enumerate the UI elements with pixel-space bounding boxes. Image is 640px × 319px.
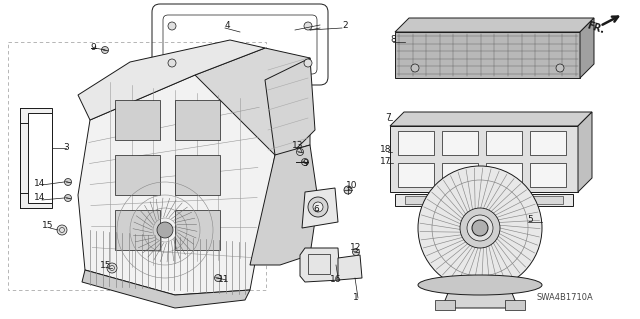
Bar [20, 108, 52, 208]
Bar [175, 155, 220, 195]
Text: 8: 8 [390, 35, 396, 44]
Bar [530, 131, 566, 155]
Polygon shape [82, 270, 250, 308]
Circle shape [65, 179, 72, 186]
Text: 17: 17 [380, 157, 392, 166]
Circle shape [353, 249, 360, 256]
Circle shape [313, 202, 323, 212]
Circle shape [65, 195, 72, 202]
Ellipse shape [418, 275, 542, 295]
Polygon shape [390, 126, 578, 192]
Polygon shape [78, 40, 265, 120]
Polygon shape [580, 18, 594, 78]
Bar [115, 100, 160, 140]
Bar [175, 210, 220, 250]
Text: 12: 12 [350, 243, 362, 253]
Bar [435, 300, 455, 310]
Text: 1: 1 [353, 293, 359, 302]
Circle shape [344, 186, 352, 194]
Circle shape [296, 149, 303, 155]
Circle shape [102, 47, 109, 54]
Bar [405, 196, 563, 204]
Text: 15: 15 [100, 262, 112, 271]
Circle shape [301, 159, 308, 166]
Circle shape [107, 263, 117, 273]
Text: 6: 6 [313, 205, 319, 214]
Polygon shape [390, 112, 592, 126]
Bar [398, 131, 434, 155]
Polygon shape [300, 248, 340, 282]
Text: SWA4B1710A: SWA4B1710A [536, 293, 593, 302]
Polygon shape [578, 112, 592, 192]
Text: 14: 14 [35, 194, 45, 203]
Text: 3: 3 [63, 144, 69, 152]
Bar [505, 300, 525, 310]
Circle shape [472, 220, 488, 236]
Text: 16: 16 [330, 276, 342, 285]
Circle shape [57, 225, 67, 235]
Circle shape [460, 208, 500, 248]
Bar [442, 131, 478, 155]
Circle shape [411, 64, 419, 72]
Circle shape [304, 22, 312, 30]
Text: 14: 14 [35, 179, 45, 188]
Polygon shape [195, 48, 310, 155]
Text: FR.: FR. [586, 20, 606, 35]
Bar [486, 163, 522, 187]
Circle shape [556, 64, 564, 72]
Bar [115, 155, 160, 195]
Text: 15: 15 [42, 221, 54, 231]
Bar [486, 131, 522, 155]
Text: 7: 7 [385, 114, 391, 122]
Text: 4: 4 [224, 21, 230, 31]
Polygon shape [395, 18, 594, 32]
Polygon shape [302, 188, 338, 228]
Circle shape [304, 59, 312, 67]
Circle shape [418, 166, 542, 290]
Circle shape [467, 215, 493, 241]
Polygon shape [338, 255, 362, 280]
Circle shape [168, 59, 176, 67]
Circle shape [157, 222, 173, 238]
Circle shape [168, 22, 176, 30]
Polygon shape [78, 75, 275, 295]
Text: 9: 9 [302, 159, 308, 167]
Bar [115, 210, 160, 250]
Bar [8, 42, 266, 290]
Bar [530, 163, 566, 187]
Text: 5: 5 [527, 216, 533, 225]
Polygon shape [250, 145, 318, 265]
Text: 10: 10 [346, 182, 358, 190]
Text: 13: 13 [292, 142, 304, 151]
Text: 11: 11 [218, 276, 230, 285]
Circle shape [214, 275, 221, 281]
Bar [28, 113, 52, 203]
Polygon shape [395, 194, 573, 206]
Text: 2: 2 [342, 21, 348, 31]
Polygon shape [395, 32, 580, 78]
Polygon shape [442, 288, 518, 308]
Bar [308, 254, 330, 274]
Bar [175, 100, 220, 140]
Bar [398, 163, 434, 187]
Polygon shape [265, 58, 315, 155]
Text: 18: 18 [380, 145, 392, 154]
Circle shape [308, 197, 328, 217]
Bar [442, 163, 478, 187]
Text: 9: 9 [90, 43, 96, 53]
